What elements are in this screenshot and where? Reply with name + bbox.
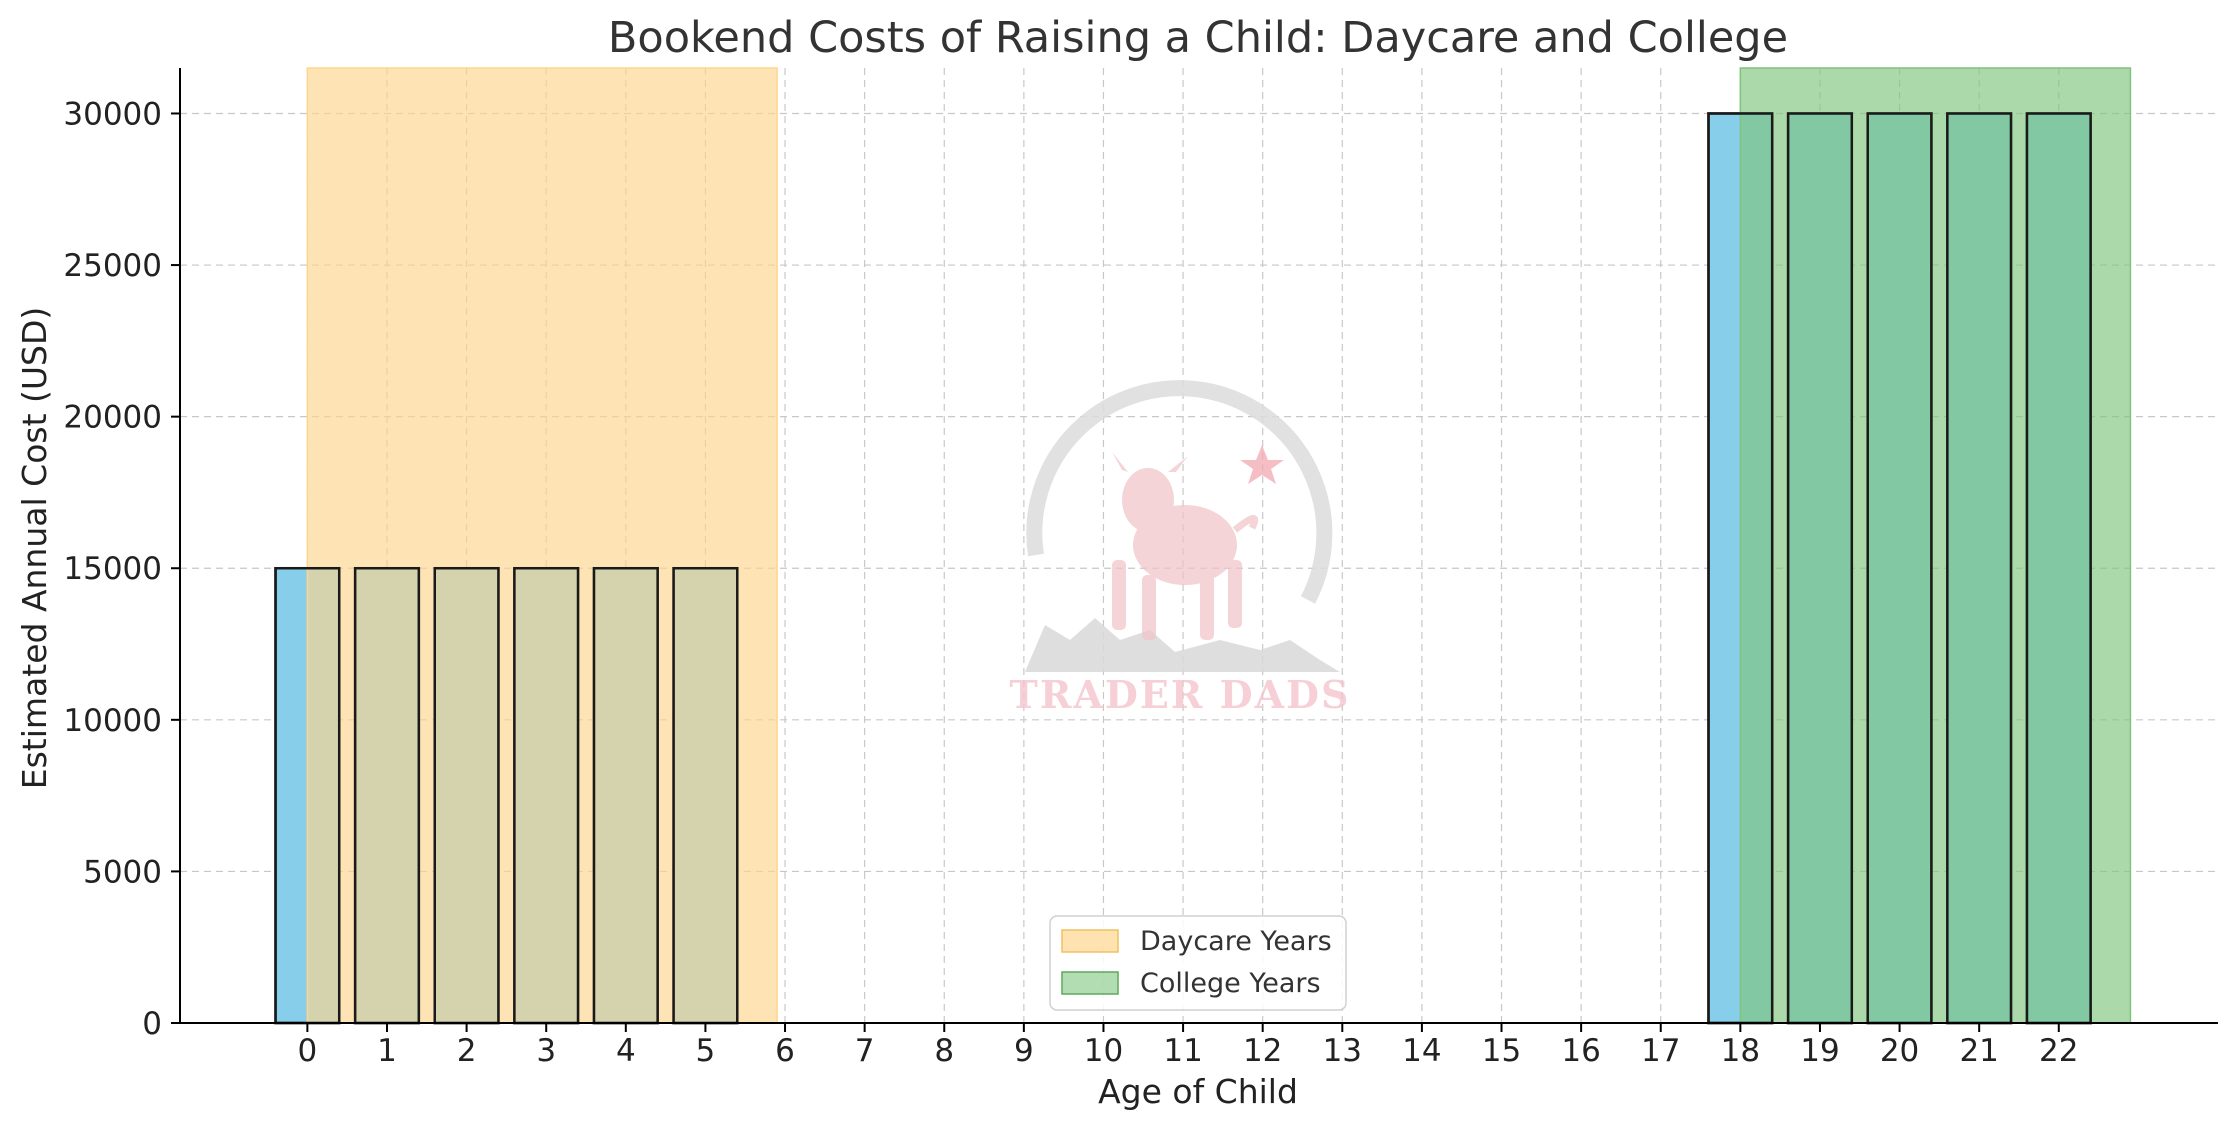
star-icon — [1240, 445, 1284, 484]
x-tick-label: 12 — [1243, 1033, 1282, 1069]
college-span — [1739, 67, 2132, 1024]
x-axis-label: Age of Child — [1098, 1072, 1298, 1111]
x-tick-label: 3 — [536, 1033, 556, 1069]
x-tick-label: 11 — [1163, 1033, 1202, 1069]
x-tick-label: 16 — [1561, 1033, 1600, 1069]
x-tick-label: 8 — [934, 1033, 954, 1069]
x-tick-label: 17 — [1641, 1033, 1680, 1069]
bull-icon — [1112, 452, 1259, 640]
legend-swatch-college — [1061, 971, 1119, 995]
axis-ticks: 0 1 2 3 4 5 6 7 8 9 10 11 12 13 14 15 16 17 18 19 20 21 220500… — [63, 96, 2078, 1069]
x-tick-label: 14 — [1402, 1033, 1441, 1069]
x-tick-label: 9 — [1014, 1033, 1034, 1069]
x-tick-label: 20 — [1880, 1033, 1919, 1069]
watermark-text: TRADER DADS — [1010, 672, 1351, 717]
x-tick-label: 0 — [298, 1033, 318, 1069]
legend-box — [1049, 915, 1347, 1011]
x-tick-label: 2 — [457, 1033, 477, 1069]
x-tick-label: 6 — [775, 1033, 795, 1069]
x-tick-label: 19 — [1800, 1033, 1839, 1069]
watermark-arc-icon — [1026, 380, 1333, 604]
y-tick-label: 25000 — [63, 248, 162, 284]
x-tick-label: 7 — [855, 1033, 875, 1069]
legend: Daycare Years College Years — [1049, 915, 1347, 1011]
y-tick-label: 15000 — [63, 551, 162, 587]
y-tick-label: 10000 — [63, 703, 162, 739]
watermark-logo: TRADER DADS — [1010, 380, 1351, 717]
y-tick-label: 20000 — [63, 400, 162, 436]
y-tick-label: 30000 — [63, 96, 162, 132]
y-tick-label: 0 — [142, 1006, 162, 1042]
x-tick-label: 22 — [2039, 1033, 2078, 1069]
x-tick-label: 1 — [377, 1033, 397, 1069]
y-axis-label: Estimated Annual Cost (USD) — [15, 307, 54, 790]
daycare-span — [306, 67, 778, 1024]
x-tick-label: 15 — [1482, 1033, 1521, 1069]
x-tick-label: 21 — [1959, 1033, 1998, 1069]
legend-label-college: College Years — [1140, 968, 1321, 999]
x-tick-label: 4 — [616, 1033, 636, 1069]
x-tick-label: 13 — [1323, 1033, 1362, 1069]
x-tick-label: 18 — [1721, 1033, 1760, 1069]
y-tick-label: 5000 — [83, 854, 162, 890]
x-tick-label: 5 — [696, 1033, 716, 1069]
highlight-spans — [306, 67, 2132, 1024]
mountain-icon — [1025, 618, 1340, 672]
legend-swatch-daycare — [1061, 929, 1119, 953]
x-tick-label: 10 — [1084, 1033, 1123, 1069]
chart-title: Bookend Costs of Raising a Child: Daycar… — [608, 13, 1788, 63]
legend-label-daycare: Daycare Years — [1140, 926, 1332, 957]
